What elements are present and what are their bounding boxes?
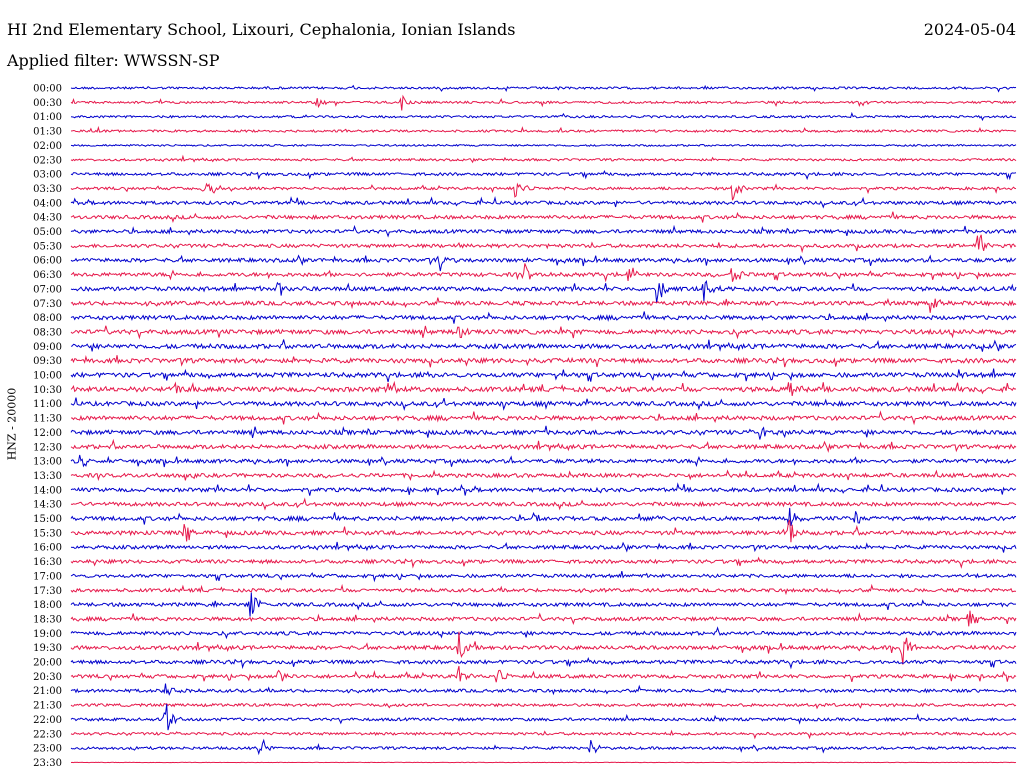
time-tick-label: 07:00 [33, 284, 62, 295]
trace-row [70, 169, 1017, 181]
filter-label: Applied filter: WWSSN-SP [7, 51, 220, 70]
time-tick-label: 09:30 [33, 356, 62, 367]
time-tick-label: 07:30 [33, 299, 62, 310]
time-tick-label: 13:30 [33, 471, 62, 482]
trace-row [70, 683, 1017, 696]
trace-row [70, 154, 1017, 164]
trace-row [70, 626, 1017, 640]
trace-row [70, 297, 1017, 313]
time-tick-label: 12:00 [33, 428, 62, 439]
time-tick-label: 19:30 [33, 643, 62, 654]
time-tick-label: 04:30 [33, 213, 62, 224]
time-tick-label: 18:00 [33, 600, 62, 611]
time-tick-label: 02:00 [33, 141, 62, 152]
time-tick-label: 05:30 [33, 241, 62, 252]
trace-row [70, 592, 1017, 617]
time-tick-label: 00:30 [33, 98, 62, 109]
trace-row [70, 339, 1017, 352]
time-tick-label: 17:30 [33, 586, 62, 597]
trace-row [70, 425, 1017, 440]
time-tick-label: 11:00 [33, 399, 62, 410]
trace-row [70, 410, 1017, 426]
time-tick-label: 20:00 [33, 658, 62, 669]
time-tick-label: 11:30 [33, 414, 62, 425]
trace-row [70, 583, 1017, 596]
trace-row [70, 570, 1017, 583]
time-tick-label: 06:30 [33, 270, 62, 281]
time-tick-label: 15:00 [33, 514, 62, 525]
trace-row [70, 196, 1017, 209]
trace-row [70, 143, 1017, 148]
trace-row [70, 397, 1017, 411]
time-tick-label: 01:00 [33, 112, 62, 123]
time-tick-label: 22:00 [33, 715, 62, 726]
time-tick-label: 16:00 [33, 543, 62, 554]
trace-row [70, 469, 1017, 482]
time-tick-label: 17:00 [33, 571, 62, 582]
trace-row [70, 507, 1017, 526]
time-tick-label: 14:30 [33, 500, 62, 511]
trace-row [70, 234, 1017, 254]
trace-row [70, 519, 1017, 543]
time-tick-label: 03:00 [33, 170, 62, 181]
trace-row [70, 702, 1017, 710]
time-tick-label: 14:00 [33, 485, 62, 496]
trace-row [70, 610, 1017, 627]
time-tick-label: 16:30 [33, 557, 62, 568]
time-tick-label: 00:00 [33, 84, 62, 95]
time-tick-label: 18:30 [33, 614, 62, 625]
time-tick-label: 01:30 [33, 127, 62, 138]
time-tick-label: 04:00 [33, 198, 62, 209]
time-tick-label: 09:00 [33, 342, 62, 353]
time-tick-label: 23:00 [33, 744, 62, 755]
record-date: 2024-05-04 [923, 20, 1016, 39]
time-tick-label: 02:30 [33, 155, 62, 166]
trace-row [70, 211, 1017, 224]
trace-row [70, 111, 1017, 122]
trace-row [70, 254, 1017, 272]
trace-row [70, 541, 1017, 553]
trace-row [70, 368, 1017, 383]
time-tick-label: 12:30 [33, 442, 62, 453]
trace-row [70, 656, 1017, 670]
trace-row [70, 665, 1017, 683]
trace-row [70, 380, 1017, 397]
time-tick-label: 22:30 [33, 729, 62, 740]
trace-row [70, 182, 1017, 201]
time-tick-label: 19:00 [33, 629, 62, 640]
trace-row [70, 263, 1017, 283]
trace-row [70, 704, 1017, 731]
trace-row [70, 279, 1017, 303]
time-tick-label: 05:00 [33, 227, 62, 238]
time-tick-label: 10:00 [33, 371, 62, 382]
trace-row [70, 729, 1017, 740]
time-tick-label: 20:30 [33, 672, 62, 683]
trace-row [70, 325, 1017, 340]
trace-row [70, 224, 1017, 238]
time-tick-label: 03:30 [33, 184, 62, 195]
time-tick-label: 15:30 [33, 528, 62, 539]
trace-row [70, 497, 1017, 511]
time-tick-label: 21:30 [33, 701, 62, 712]
trace-row [70, 125, 1017, 134]
trace-row [70, 738, 1017, 756]
trace-row [70, 482, 1017, 496]
station-title: HI 2nd Elementary School, Lixouri, Cepha… [7, 20, 516, 39]
trace-row [70, 94, 1017, 111]
trace-row [70, 354, 1017, 368]
time-tick-label: 13:00 [33, 457, 62, 468]
time-tick-label: 06:00 [33, 256, 62, 267]
time-tick-label: 23:30 [33, 758, 62, 769]
trace-row [70, 631, 1017, 665]
trace-row [70, 556, 1017, 569]
trace-row [70, 454, 1017, 468]
time-tick-label: 21:00 [33, 686, 62, 697]
trace-row [70, 84, 1017, 93]
time-tick-label: 08:30 [33, 327, 62, 338]
trace-row [70, 438, 1017, 453]
time-tick-label: 08:00 [33, 313, 62, 324]
time-tick-label: 10:30 [33, 385, 62, 396]
trace-row [70, 311, 1017, 324]
